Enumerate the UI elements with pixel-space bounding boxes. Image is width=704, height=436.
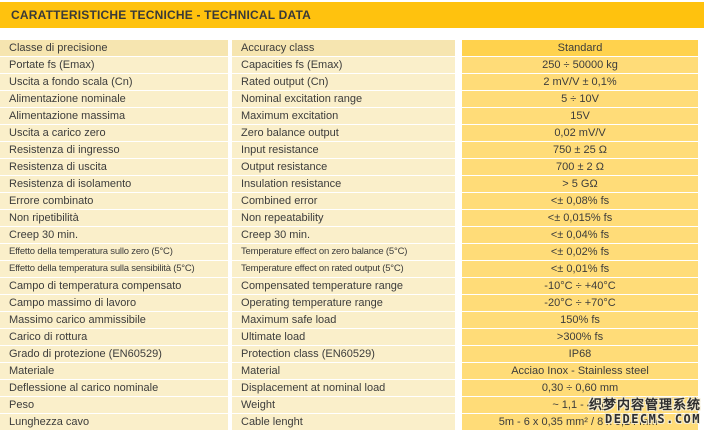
table-row: Resistenza di uscita Output resistance 700… <box>0 159 704 175</box>
table-row: Portate fs (Emax) Capacities fs (Emax) 250… <box>0 57 704 73</box>
cell-italian-label: Resistenza di uscita <box>0 159 228 175</box>
technical-data-table: Classe di precisione Accuracy class Stan… <box>0 40 704 430</box>
cell-italian-label: Errore combinato <box>0 193 228 209</box>
cell-italian-label: Deflessione al carico nominale <box>0 380 228 396</box>
cell-english-label: Zero balance output <box>232 125 455 141</box>
cell-italian-label: Effetto della temperatura sulla sensibil… <box>0 261 228 277</box>
table-row: Alimentazione nominale Nominal excitation… <box>0 91 704 107</box>
cell-english-label: Compensated temperature range <box>232 278 455 294</box>
cell-italian-label: Resistenza di isolamento <box>0 176 228 192</box>
cell-english-label: Cable lenght <box>232 414 455 430</box>
cell-english-label: Maximum safe load <box>232 312 455 328</box>
watermark-chinese-text: 织梦内容管理系统 <box>588 397 701 412</box>
cell-english-label: Combined error <box>232 193 455 209</box>
cell-standard-value: <± 0,08% fs <box>462 193 698 209</box>
table-row: Effetto della temperatura sulla sensibil… <box>0 261 704 277</box>
table-row: Carico di rottura Ultimate load >300% fs <box>0 329 704 345</box>
watermark-site-text: DEDECMS.COM <box>605 412 701 426</box>
cell-standard-value: 750 ± 25 Ω <box>462 142 698 158</box>
table-row: Lunghezza cavo Cable lenght 5m - 6 x 0,35 … <box>0 414 704 430</box>
cell-english-label: Material <box>232 363 455 379</box>
cell-italian-label: Peso <box>0 397 228 413</box>
cell-italian-label: Effetto della temperatura sullo zero (5°… <box>0 244 228 260</box>
cell-italian-label: Alimentazione nominale <box>0 91 228 107</box>
table-row: Resistenza di isolamento Insulation resis… <box>0 176 704 192</box>
cell-english-label: Rated output (Cn) <box>232 74 455 90</box>
watermark: 织梦内容管理系统 DEDECMS.COM <box>589 397 701 426</box>
cell-standard-value: -10°C ÷ +40°C <box>462 278 698 294</box>
cell-standard-value: >300% fs <box>462 329 698 345</box>
cell-english-label: Maximum excitation <box>232 108 455 124</box>
cell-standard-value: <± 0,04% fs <box>462 227 698 243</box>
cell-italian-label: Campo massimo di lavoro <box>0 295 228 311</box>
table-row: Materiale Material Acciao Inox - Stainless… <box>0 363 704 379</box>
title-bar: CARATTERISTICHE TECNICHE - TECHNICAL DAT… <box>0 2 704 28</box>
cell-english-label: Creep 30 min. <box>232 227 455 243</box>
table-row: Resistenza di ingresso Input resistance 75… <box>0 142 704 158</box>
cell-english-label: Insulation resistance <box>232 176 455 192</box>
cell-italian-label: Materiale <box>0 363 228 379</box>
cell-english-label: Nominal excitation range <box>232 91 455 107</box>
cell-english-label: Output resistance <box>232 159 455 175</box>
table-row: Deflessione al carico nominale Displaceme… <box>0 380 704 396</box>
cell-italian-label: Lunghezza cavo <box>0 414 228 430</box>
cell-english-label: Displacement at nominal load <box>232 380 455 396</box>
cell-english-label: Temperature effect on rated output (5°C) <box>232 261 455 277</box>
cell-italian-label: Resistenza di ingresso <box>0 142 228 158</box>
cell-english-label: Temperature effect on zero balance (5°C) <box>232 244 455 260</box>
table-row: Effetto della temperatura sullo zero (5°… <box>0 244 704 260</box>
table-row: Alimentazione massima Maximum excitation 1… <box>0 108 704 124</box>
cell-english-label: Input resistance <box>232 142 455 158</box>
cell-standard-value: <± 0,01% fs <box>462 261 698 277</box>
cell-standard-value: <± 0,02% fs <box>462 244 698 260</box>
table-row: Uscita a fondo scala (Cn) Rated output (C… <box>0 74 704 90</box>
cell-italian-label: Non ripetibilità <box>0 210 228 226</box>
cell-standard-value: 150% fs <box>462 312 698 328</box>
cell-italian-label: Creep 30 min. <box>0 227 228 243</box>
page-title: CARATTERISTICHE TECNICHE - TECHNICAL DAT… <box>11 8 311 22</box>
cell-standard-value: 250 ÷ 50000 kg <box>462 57 698 73</box>
cell-standard-value: Acciao Inox - Stainless steel <box>462 363 698 379</box>
cell-standard-value: 2 mV/V ± 0,1% <box>462 74 698 90</box>
cell-italian-label: Massimo carico ammissibile <box>0 312 228 328</box>
table-row: Campo di temperatura compensato Compensat… <box>0 278 704 294</box>
cell-standard-value: -20°C ÷ +70°C <box>462 295 698 311</box>
cell-italian-label: Campo di temperatura compensato <box>0 278 228 294</box>
table-row: Grado di protezione (EN60529) Protection … <box>0 346 704 362</box>
cell-standard-value: 700 ± 2 Ω <box>462 159 698 175</box>
cell-italian-label: Uscita a fondo scala (Cn) <box>0 74 228 90</box>
cell-english-label: Operating temperature range <box>232 295 455 311</box>
table-row: Campo massimo di lavoro Operating tempera… <box>0 295 704 311</box>
cell-standard-value: ~ 1,1 - 4 kg <box>462 397 698 413</box>
table-row: Peso Weight ~ 1,1 - 4 kg <box>0 397 704 413</box>
table-header-row: Classe di precisione Accuracy class Stan… <box>0 40 704 56</box>
cell-italian-label: Portate fs (Emax) <box>0 57 228 73</box>
header-italian: Classe di precisione <box>0 40 228 56</box>
table-row: Creep 30 min. Creep 30 min. <± 0,04% fs <box>0 227 704 243</box>
cell-italian-label: Alimentazione massima <box>0 108 228 124</box>
cell-english-label: Non repeatability <box>232 210 455 226</box>
cell-english-label: Ultimate load <box>232 329 455 345</box>
cell-standard-value: <± 0,015% fs <box>462 210 698 226</box>
cell-english-label: Weight <box>232 397 455 413</box>
cell-standard-value: > 5 GΩ <box>462 176 698 192</box>
cell-standard-value: IP68 <box>462 346 698 362</box>
cell-english-label: Capacities fs (Emax) <box>232 57 455 73</box>
cell-english-label: Protection class (EN60529) <box>232 346 455 362</box>
header-english: Accuracy class <box>232 40 455 56</box>
header-standard: Standard <box>462 40 698 56</box>
table-row: Non ripetibilità Non repeatability <± 0,01… <box>0 210 704 226</box>
table-row: Errore combinato Combined error <± 0,08% f… <box>0 193 704 209</box>
cell-standard-value: 0,30 ÷ 0,60 mm <box>462 380 698 396</box>
cell-italian-label: Uscita a carico zero <box>0 125 228 141</box>
cell-standard-value: 15V <box>462 108 698 124</box>
cell-italian-label: Carico di rottura <box>0 329 228 345</box>
cell-standard-value: 5 ÷ 10V <box>462 91 698 107</box>
cell-standard-value: 0,02 mV/V <box>462 125 698 141</box>
table-row: Uscita a carico zero Zero balance output 0… <box>0 125 704 141</box>
cell-standard-value: 5m - 6 x 0,35 mm² / 8 x 0,14 mm² <box>462 414 698 430</box>
table-row: Massimo carico ammissibile Maximum safe l… <box>0 312 704 328</box>
cell-italian-label: Grado di protezione (EN60529) <box>0 346 228 362</box>
